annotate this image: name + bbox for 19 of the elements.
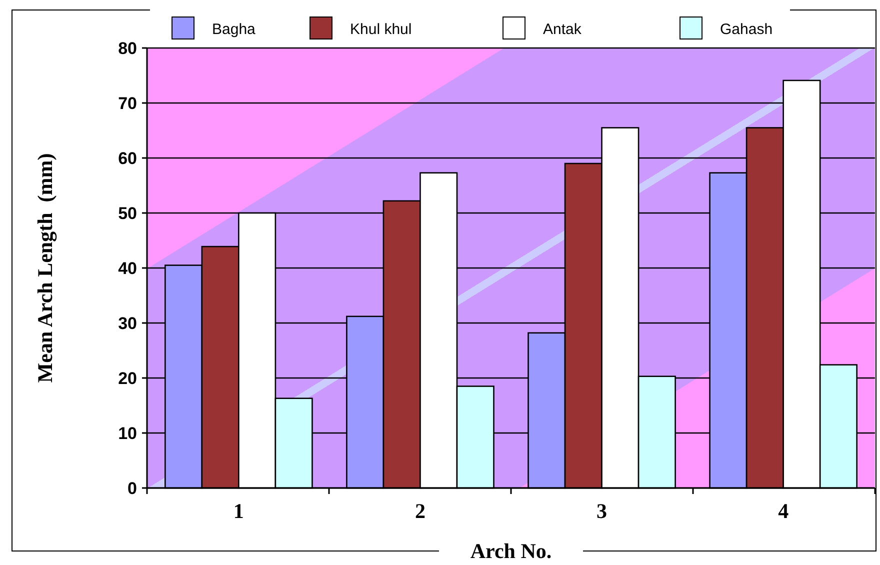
x-axis-title: Arch No.	[470, 539, 552, 563]
x-tick-label: 2	[414, 499, 426, 523]
y-tick-label: 70	[118, 94, 137, 113]
y-tick-label: 20	[118, 368, 137, 388]
legend-label: Bagha	[212, 21, 256, 38]
y-axis-title: Mean Arch Length (mm)	[33, 153, 57, 383]
x-tick-label: 1	[233, 499, 244, 523]
y-tick-label: 40	[118, 258, 137, 278]
y-tick-label: 50	[118, 204, 137, 223]
x-tick-label: 3	[596, 499, 608, 523]
y-tick-label: 0	[128, 478, 137, 498]
legend-label: Khul khul	[350, 21, 412, 38]
y-tick-label: 30	[118, 314, 137, 333]
y-tick-label: 80	[118, 38, 137, 58]
legend-label: Gahash	[720, 21, 773, 38]
y-tick-label: 60	[118, 148, 137, 168]
legend-label: Antak	[543, 21, 582, 38]
y-tick-label: 10	[118, 424, 137, 443]
x-tick-label: 4	[778, 499, 790, 523]
